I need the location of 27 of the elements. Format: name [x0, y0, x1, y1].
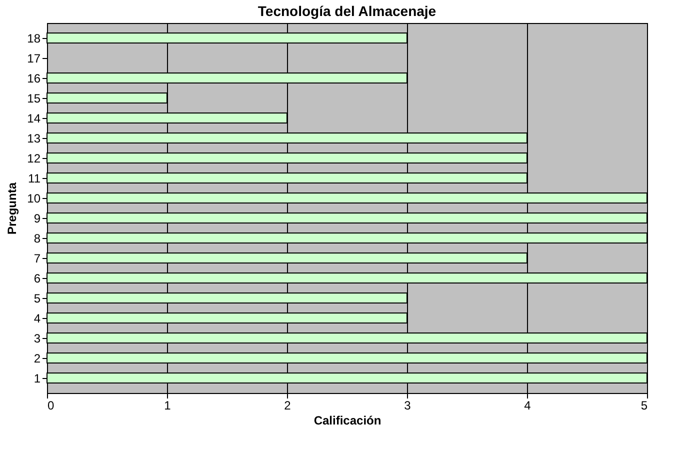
y-tick-label: 13	[27, 132, 41, 146]
y-tick-label: 14	[27, 112, 41, 126]
y-tick-label: 10	[27, 192, 41, 206]
y-tick-label: 9	[34, 212, 41, 226]
x-tick-label: 4	[524, 398, 532, 412]
x-tick-label: 0	[48, 398, 54, 412]
y-tick-label: 1	[34, 372, 41, 386]
x-tick-label: 3	[404, 398, 412, 412]
y-axis-title: Pregunta	[5, 182, 20, 235]
y-tick-label: 8	[34, 232, 41, 246]
y-tick-label: 12	[27, 152, 41, 166]
x-tick-label: 5	[640, 398, 648, 412]
y-tick-label: 17	[27, 52, 41, 66]
y-tick-label: 16	[27, 72, 41, 86]
y-tick-label: 5	[34, 292, 41, 306]
y-tick-label: 2	[34, 352, 41, 366]
y-tick-label: 7	[34, 252, 41, 266]
chart-title: Tecnología del Almacenaje	[258, 3, 436, 19]
x-axis-title: Calificación	[314, 414, 382, 428]
y-tick-label: 11	[28, 172, 41, 186]
y-tick-label: 3	[34, 332, 41, 346]
y-tick-label: 4	[34, 312, 41, 326]
y-tick-label: 15	[27, 92, 41, 106]
y-tick-label: 6	[34, 272, 41, 286]
x-tick-label: 2	[284, 398, 292, 412]
y-tick-label: 18	[27, 32, 41, 46]
x-tick-label: 1	[164, 398, 172, 412]
